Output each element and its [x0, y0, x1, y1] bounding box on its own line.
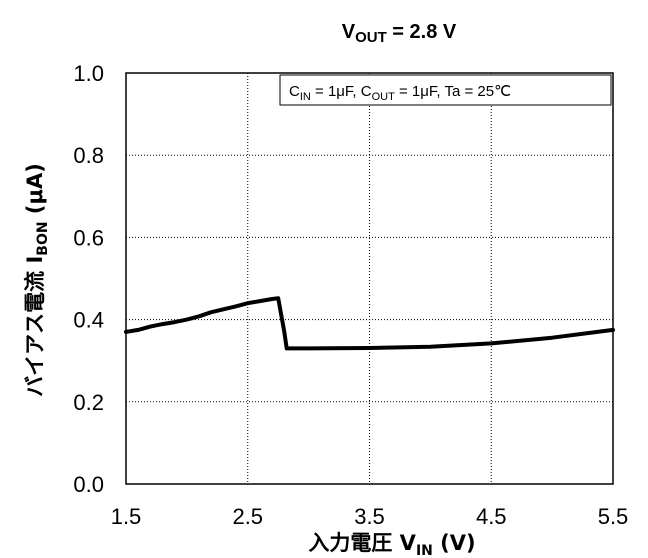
- annotation-box: CIN = 1μF, COUT = 1μF, Ta = 25℃: [279, 74, 612, 106]
- x-tick-label: 2.5: [232, 504, 263, 529]
- x-tick-label: 3.5: [354, 504, 385, 529]
- y-tick-label: 0.4: [73, 308, 104, 333]
- y-tick-label: 0.8: [73, 143, 104, 168]
- y-axis-title: バイアス電流 IBON (μA): [23, 163, 51, 397]
- x-tick-label: 4.5: [476, 504, 507, 529]
- series-line-0: [124, 296, 615, 351]
- y-tick-label: 0.0: [73, 472, 104, 497]
- x-tick-label: 1.5: [111, 504, 142, 529]
- y-tick-labels: 0.0 0.2 0.4 0.6 0.8 1.0: [73, 61, 104, 497]
- x-axis-title: 入力電圧 VIN (V): [308, 531, 475, 558]
- y-tick-label: 0.6: [73, 225, 104, 250]
- x-tick-label: 5.5: [598, 504, 629, 529]
- series-layer: [124, 296, 615, 351]
- chart-title: VOUT = 2.8 V: [342, 21, 457, 46]
- plot-area: [125, 72, 614, 485]
- y-tick-label: 0.2: [73, 390, 104, 415]
- y-tick-label: 1.0: [73, 61, 104, 86]
- grid-lines: [126, 73, 613, 484]
- annotation-text: CIN = 1μF, COUT = 1μF, Ta = 25℃: [289, 83, 511, 103]
- annotation-frame: [279, 74, 612, 106]
- x-tick-labels: 1.5 2.5 3.5 4.5 5.5: [111, 504, 629, 529]
